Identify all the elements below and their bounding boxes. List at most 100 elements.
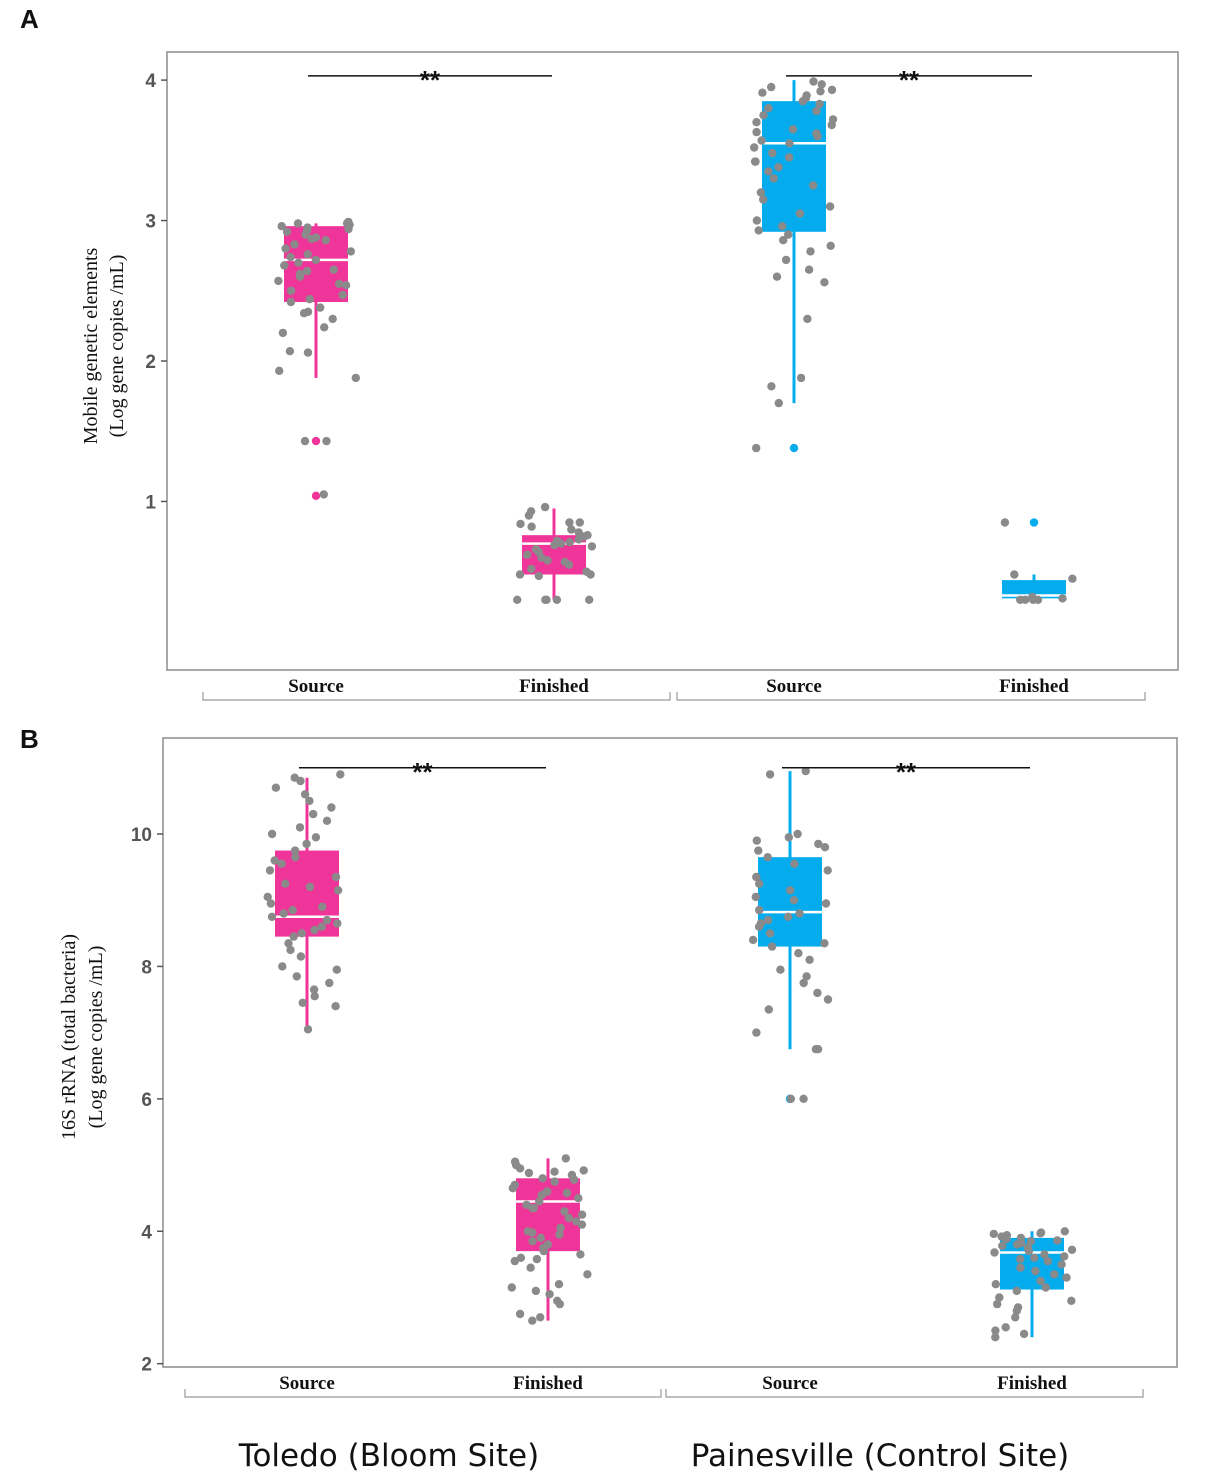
- panel-a-data-point: [524, 511, 534, 520]
- panel-a-data-point: [322, 436, 331, 446]
- panel-b-data-point: [1019, 1329, 1029, 1339]
- panel-b-data-point: [813, 1045, 823, 1054]
- panel-b-data-point: [317, 922, 326, 931]
- panel-b-data-point: [1002, 1235, 1011, 1244]
- panel-b-data-point: [784, 833, 793, 842]
- panel-b-data-point: [322, 816, 332, 825]
- panel-a-data-point: [286, 297, 296, 307]
- panel-a-data-point: [321, 236, 330, 245]
- panel-a-x-axis: Source Finished Source Finished: [288, 676, 1069, 697]
- panel-a-data-point: [813, 132, 822, 141]
- panel-a-data-point: [751, 157, 760, 166]
- panel-b-data-point: [267, 829, 277, 839]
- panel-a-data-point: [574, 535, 583, 544]
- panel-b-data-point: [1031, 1266, 1040, 1276]
- panel-b-data-point: [1060, 1227, 1070, 1236]
- panel-a-data-point: [781, 255, 791, 265]
- panel-a-xtick-label: Finished: [999, 676, 1069, 697]
- panel-b-data-point: [1036, 1276, 1045, 1286]
- panel-a-data-point: [754, 226, 763, 235]
- panel-b-data-point: [531, 1286, 541, 1296]
- panel-a-ylabel-line1: Mobile genetic elements: [80, 247, 102, 444]
- panel-a-data-point: [757, 136, 766, 145]
- panel-a-data-point: [344, 217, 353, 227]
- panel-a-data-point: [826, 241, 835, 250]
- panel-a-xtick-label: Source: [288, 676, 344, 697]
- panel-b-significance-label: **: [896, 757, 917, 787]
- panel-a-data-point: [767, 82, 776, 92]
- panel-b-data-point: [799, 978, 808, 988]
- panel-b-data-point: [564, 1213, 573, 1223]
- panel-a-ytick-label: 4: [145, 71, 156, 92]
- panel-b-data-point: [265, 866, 275, 875]
- panel-b-data-point: [1016, 1254, 1025, 1264]
- panel-a-data-point: [1068, 574, 1077, 583]
- panel-a-data-point: [543, 556, 552, 565]
- panel-b-ylabel-line1: 16S rRNA (total bacteria): [58, 934, 80, 1140]
- panel-a-data-point: [286, 252, 295, 262]
- panel-b-data-point: [508, 1184, 517, 1193]
- panel-b-data-point: [786, 886, 795, 895]
- panel-a-box: [1002, 580, 1066, 599]
- panel-b-data-point: [991, 1280, 1000, 1289]
- panel-a-data-point: [825, 202, 835, 211]
- panel-a-data-point: [516, 519, 525, 529]
- panel-a-data-point: [534, 571, 543, 581]
- panel-b-data-point: [784, 912, 793, 921]
- panel-b-data-point: [303, 1025, 313, 1034]
- panel-b-data-point: [524, 1168, 534, 1178]
- panel-b-data-point: [763, 853, 772, 862]
- panel-b-data-point: [325, 978, 334, 988]
- panel-a-data-point: [809, 181, 818, 190]
- panel-a-data-point: [290, 240, 299, 249]
- panel-a-data-point: [815, 99, 824, 109]
- panel-a-data-point: [774, 398, 783, 408]
- panel-a-ytick-label: 2: [145, 352, 156, 373]
- panel-b-data-point: [754, 922, 764, 931]
- panel-b-data-point: [545, 1290, 554, 1299]
- panel-a-plot-frame: [166, 51, 1179, 671]
- panel-b-data-point: [291, 853, 300, 862]
- panel-b-data-point: [539, 1246, 548, 1256]
- panel-a-data-point: [277, 222, 286, 231]
- panel-b-data-point: [990, 1248, 999, 1257]
- panel-a-data-point: [784, 153, 794, 162]
- panel-b-data-point: [576, 1250, 585, 1259]
- panel-b-data-point: [1060, 1252, 1069, 1261]
- panel-a-data-point: [752, 118, 761, 127]
- panel-b-data-point: [537, 1190, 546, 1200]
- panel-b-data-point: [333, 919, 342, 928]
- panel-b-data-point: [528, 1237, 537, 1246]
- panel-a-significance: ** **: [308, 65, 1032, 95]
- panel-b-ylabel-line2: (Log gene copies /mL): [85, 946, 107, 1129]
- panel-a-group-3: [1000, 518, 1077, 604]
- panel-a-data-point: [820, 278, 829, 287]
- panel-a-data-point: [300, 436, 310, 446]
- panel-a-data-point: [567, 525, 576, 534]
- panel-b-data-point: [333, 886, 343, 895]
- panel-b-data-point: [266, 899, 276, 908]
- panel-b-xtick-label: Source: [762, 1373, 818, 1394]
- panel-b-data-point: [289, 932, 298, 941]
- panel-a-data-point: [804, 265, 814, 274]
- panel-a-data-point: [302, 266, 312, 276]
- panel-b-data-point: [561, 1154, 570, 1163]
- panel-b-data-point: [515, 1309, 525, 1319]
- panel-a-data-point: [817, 80, 826, 89]
- panel-b-box: [1000, 1237, 1064, 1290]
- panel-b-data-point: [794, 949, 803, 958]
- panel-b-data-point: [562, 1188, 572, 1198]
- panel-b-data-point: [574, 1194, 583, 1203]
- panel-b-ytick-label: 10: [131, 825, 152, 846]
- panel-a-data-point: [1016, 595, 1025, 604]
- panel-b-marks: [263, 766, 1077, 1342]
- panel-a-data-point: [784, 230, 793, 239]
- panel-b-data-point: [550, 1177, 559, 1186]
- panel-b-data-point: [813, 988, 822, 998]
- panel-b-data-point: [754, 846, 763, 855]
- panel-a-data-point: [788, 125, 798, 134]
- panel-b-data-point: [583, 1270, 592, 1279]
- panel-b-data-point: [1043, 1256, 1053, 1266]
- panel-a-data-point: [307, 234, 316, 243]
